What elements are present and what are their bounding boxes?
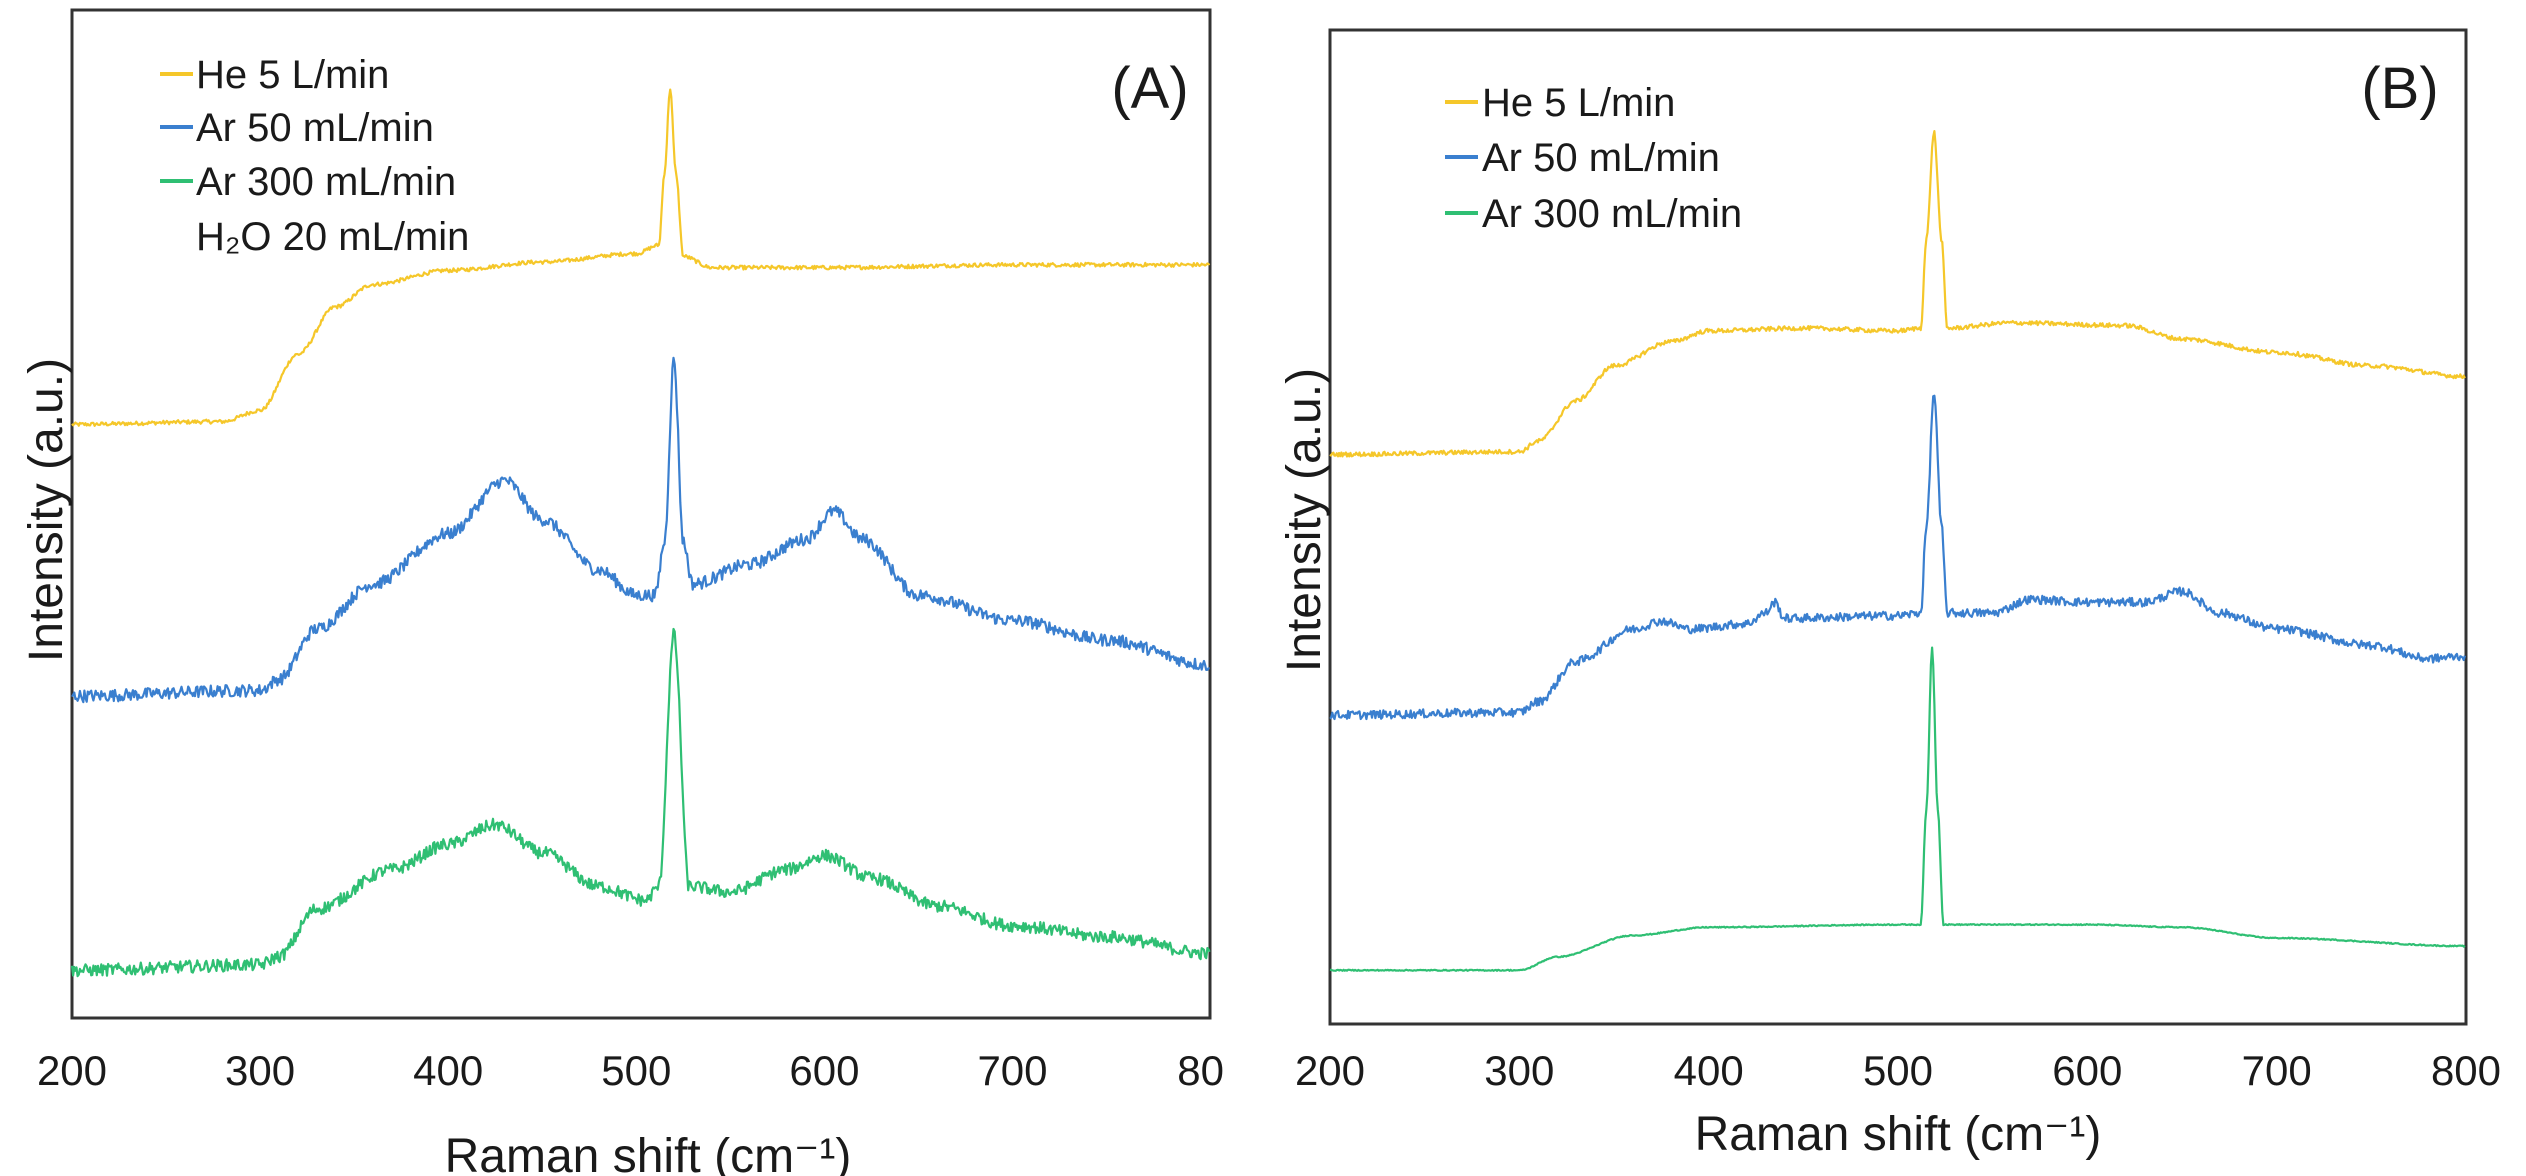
x-tick-label-b-2: 400	[1674, 1047, 1744, 1094]
x-tick-label-a-3: 500	[601, 1047, 671, 1094]
x-tick-label-a-5: 700	[977, 1047, 1047, 1094]
x-ticks-a: 200 300 400 500 600 700 80	[37, 1047, 1224, 1094]
panel-b: 200 300 400 500 600 700 800 (B) Raman shift (c…	[1278, 28, 2501, 1161]
x-tick-label-a-6: 80	[1177, 1047, 1224, 1094]
x-tick-label-a-4: 600	[789, 1047, 859, 1094]
series-line-a-0	[71, 88, 1211, 427]
series-layer-b	[1329, 130, 2466, 972]
x-tick-label-b-6: 800	[2431, 1047, 2501, 1094]
plot-frame-b	[1328, 28, 2468, 1026]
legend-label-a-2: Ar 300 mL/min	[196, 160, 456, 204]
x-tick-label-b-5: 700	[2242, 1047, 2312, 1094]
x-tick-label-b-3: 500	[1863, 1047, 1933, 1094]
legend-a: He 5 L/min Ar 50 mL/min Ar 300 mL/min H₂…	[160, 53, 469, 259]
series-line-b-2	[1329, 646, 2466, 972]
legend-label-a-1: Ar 50 mL/min	[196, 106, 434, 150]
panel-a: 200 300 400 500 600 700 80 (A) Raman shift (cm…	[20, 8, 1224, 1176]
x-axis-label-b: Raman shift (cm⁻¹)	[1695, 1108, 2102, 1161]
x-tick-label-a-2: 400	[413, 1047, 483, 1094]
legend-label-b-1: Ar 50 mL/min	[1482, 136, 1720, 180]
x-axis-label-a: Raman shift (cm⁻¹)	[445, 1130, 852, 1176]
series-line-a-2	[70, 627, 1211, 978]
series-line-b-0	[1329, 130, 2466, 458]
legend-b: He 5 L/min Ar 50 mL/min Ar 300 mL/min	[1445, 81, 1742, 236]
plot-frame-a	[70, 8, 1212, 1020]
legend-label-b-0: He 5 L/min	[1482, 81, 1675, 125]
x-tick-label-a-0: 200	[37, 1047, 107, 1094]
y-axis-label-a: Intensity (a.u.)	[20, 358, 73, 662]
legend-label-a-0: He 5 L/min	[196, 53, 389, 97]
series-line-b-1	[1329, 394, 2466, 721]
panel-label-a: (A)	[1111, 56, 1188, 121]
x-ticks-b: 200 300 400 500 600 700 800	[1295, 1047, 2501, 1094]
x-tick-label-b-0: 200	[1295, 1047, 1365, 1094]
y-axis-label-b: Intensity (a.u.)	[1278, 368, 1331, 672]
legend-label-a-extra: H₂O 20 mL/min	[196, 215, 469, 259]
series-layer-a	[70, 88, 1211, 978]
x-tick-label-b-1: 300	[1484, 1047, 1554, 1094]
legend-label-b-2: Ar 300 mL/min	[1482, 192, 1742, 236]
panel-label-b: (B)	[2361, 56, 2438, 121]
x-tick-label-b-4: 600	[2052, 1047, 2122, 1094]
series-line-a-1	[71, 356, 1210, 704]
x-tick-label-a-1: 300	[225, 1047, 295, 1094]
